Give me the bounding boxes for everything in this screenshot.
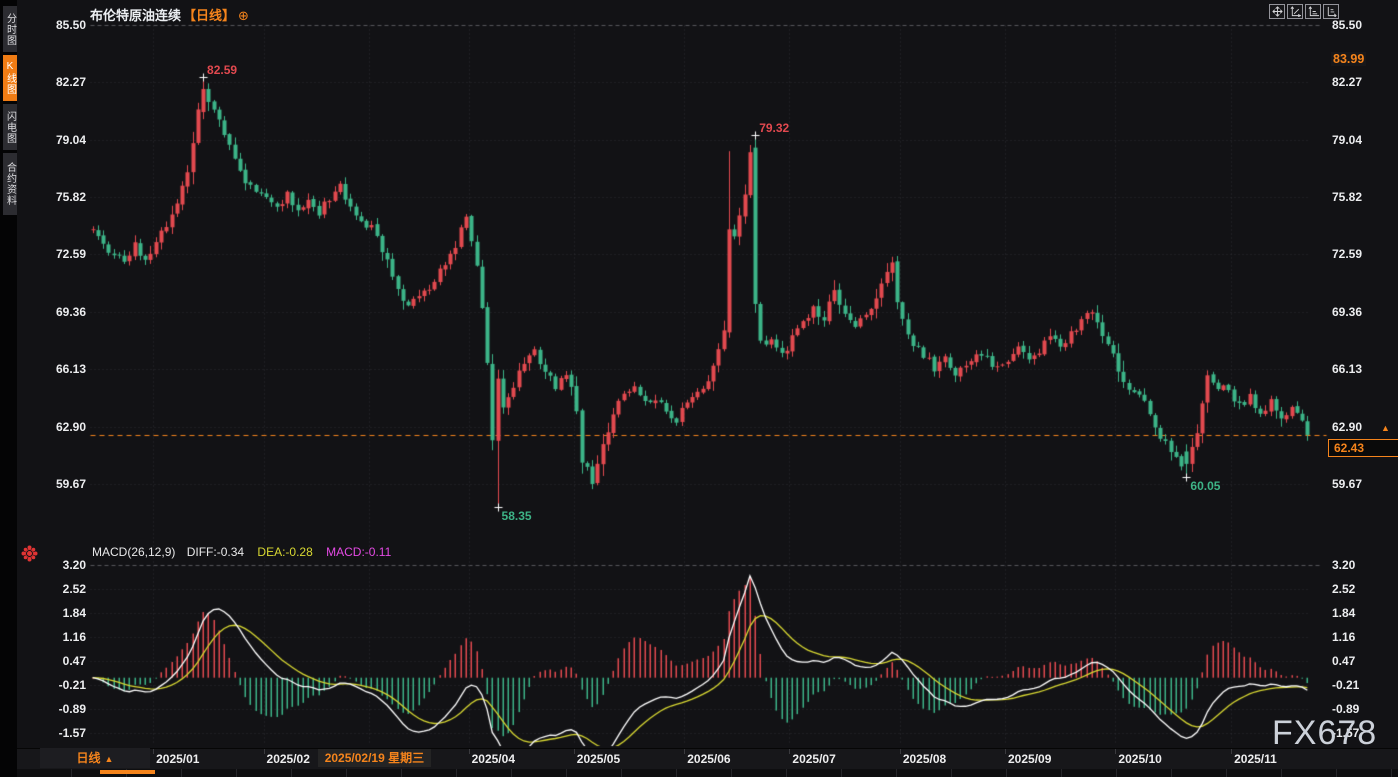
macd-axis-label: -0.89: [1332, 702, 1360, 717]
price-axis-label: 72.59: [55, 247, 86, 262]
macd-axis-label: 0.47: [1332, 654, 1356, 669]
chart-settings-icon[interactable]: ⊕: [238, 8, 249, 23]
month-tick: [263, 749, 265, 754]
macd-hist-value: MACD:-0.11: [326, 545, 392, 559]
period-dropdown-arrow: ▲: [104, 754, 114, 764]
macd-diff-value: DIFF:-0.34: [186, 545, 245, 559]
month-tick: [153, 749, 155, 754]
macd-axis-label: -1.57: [1332, 725, 1360, 740]
price-axis-label: 62.90: [1332, 419, 1363, 434]
x-axis-label: 2025/04: [471, 752, 515, 766]
price-axis-label: 79.04: [55, 132, 86, 147]
month-tick: [684, 749, 686, 754]
macd-axis-label: 3.20: [1332, 558, 1356, 572]
x-scale-icon[interactable]: [1323, 4, 1339, 19]
x-axis-label: 2025/08: [902, 752, 947, 766]
alert-price-label: 83.99: [1331, 52, 1367, 66]
period-selector[interactable]: 日线 ▲: [40, 748, 150, 768]
sidebar-tab-1[interactable]: 分时图: [3, 6, 17, 52]
x-axis-label: 2025/06: [687, 752, 731, 766]
price-axis-label: 66.13: [55, 362, 86, 377]
period-tag: 【日线】: [183, 8, 236, 23]
macd-axis-label: 2.52: [1332, 581, 1356, 596]
price-axis-label: 75.82: [55, 190, 86, 204]
month-tick: [468, 749, 470, 754]
chart-toolbar: [1267, 4, 1339, 19]
macd-indicator-icon[interactable]: [25, 549, 34, 558]
chart-title: 布伦特原油连续 【日线】 ⊕: [90, 5, 249, 24]
reset-scale-icon[interactable]: [1287, 4, 1303, 19]
price-axis-label: 72.59: [1332, 247, 1363, 262]
month-tick: [1115, 749, 1117, 754]
macd-axis-label: 1.16: [1332, 629, 1356, 644]
x-axis-label: 2025/11: [1234, 752, 1277, 766]
price-axis-label: 59.67: [55, 476, 86, 491]
macd-axis-label: -1.57: [58, 725, 86, 740]
macd-params: MACD(26,12,9): [92, 545, 176, 559]
price-axis-label: 82.27: [1332, 75, 1363, 90]
x-axis-label: 2025/09: [1008, 752, 1052, 766]
macd-legend: MACD(26,12,9) DIFF:-0.34 DEA:-0.28 MACD:…: [92, 545, 391, 559]
sidebar-tab-2[interactable]: K线图: [3, 55, 17, 101]
x-axis-label: 2025/02: [266, 752, 310, 766]
price-axis-label: 85.50: [55, 18, 86, 32]
macd-axis-label: 1.16: [62, 629, 86, 644]
macd-axis-label: 2.52: [62, 581, 86, 596]
price-axis-label: 69.36: [55, 304, 86, 319]
month-tick: [573, 749, 575, 754]
period-label: 日线: [76, 751, 101, 765]
price-axis-label: 85.50: [1332, 18, 1363, 32]
month-tick: [1005, 749, 1006, 754]
watermark: FX678: [1272, 714, 1378, 752]
current-price-badge: 62.43: [1328, 438, 1398, 457]
price-axis-label: 79.04: [1332, 132, 1363, 147]
sidebar-tab-4[interactable]: 合约资料: [3, 153, 17, 215]
macd-axis-label: 1.84: [62, 605, 86, 620]
instrument-name: 布伦特原油连续: [90, 8, 182, 23]
price-axis-label: 69.36: [1332, 304, 1363, 319]
x-axis-label: 2025/01: [156, 752, 200, 766]
sidebar-tab-3[interactable]: 闪电图: [3, 104, 17, 150]
macd-axis-label: 1.84: [1332, 605, 1356, 620]
time-scrollbar-handle[interactable]: [100, 770, 155, 774]
price-axis-label: 59.67: [1332, 476, 1363, 491]
x-axis-label: 2025/10: [1118, 752, 1162, 766]
y-scale-icon[interactable]: [1305, 4, 1321, 19]
selected-date-badge: 2025/02/19 星期三: [317, 749, 432, 767]
macd-axis-label: -0.21: [58, 678, 86, 693]
current-price-arrow-icon: ▲: [1381, 423, 1390, 433]
month-tick: [1231, 749, 1233, 754]
price-axis-label: 62.90: [55, 419, 86, 434]
extreme-price-label: 79.32: [759, 120, 790, 135]
sidebar: 分时图 K线图闪电图合约资料: [0, 0, 17, 777]
month-tick: [789, 749, 791, 754]
x-axis-label: 2025/07: [792, 752, 836, 766]
macd-axis-label: 0.47: [62, 654, 86, 669]
extreme-price-label: 60.05: [1190, 479, 1221, 494]
pan-tool-icon[interactable]: [1269, 4, 1285, 19]
month-tick: [899, 749, 901, 754]
price-axis-label: 82.27: [55, 75, 86, 90]
macd-dea-value: DEA:-0.28: [257, 545, 313, 559]
macd-axis-label: 3.20: [62, 558, 86, 572]
extreme-price-label: 58.35: [501, 509, 532, 524]
price-axis-label: 75.82: [1332, 190, 1363, 204]
macd-axis-label: -0.89: [58, 702, 86, 717]
macd-axis-label: -0.21: [1332, 678, 1360, 693]
x-axis-label: 2025/05: [576, 752, 621, 766]
extreme-price-label: 82.59: [207, 62, 238, 77]
time-scrollbar[interactable]: [17, 769, 1398, 777]
price-axis-label: 66.13: [1332, 362, 1363, 377]
